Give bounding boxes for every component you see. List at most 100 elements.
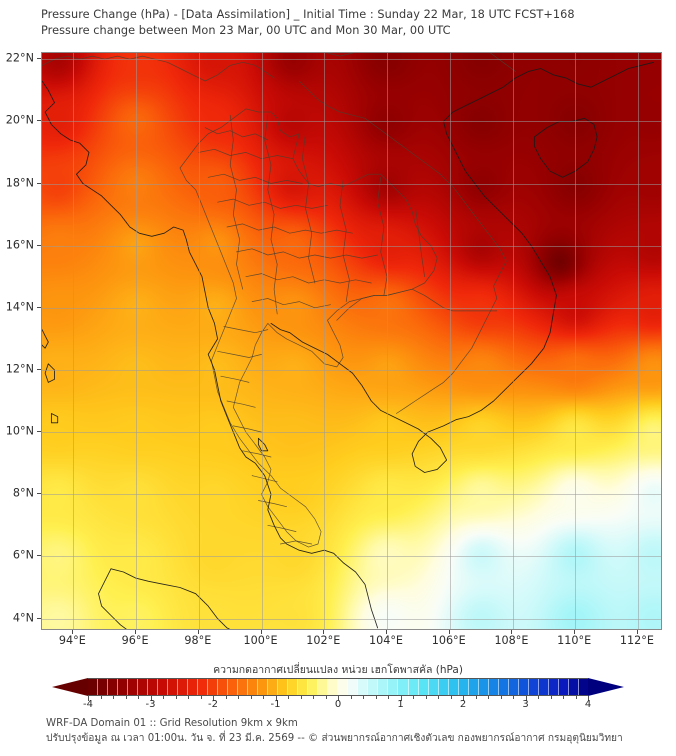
colorbar-minor-tick: [375, 696, 377, 699]
colorbar-segment: [528, 679, 539, 695]
colorbar-segment: [128, 679, 139, 695]
colorbar-segment: [188, 679, 199, 695]
colorbar-segment: [218, 679, 229, 695]
colorbar-minor-tick: [263, 696, 264, 699]
colorbar-minor-tick: [550, 696, 552, 699]
colorbar-tick-label: 1: [397, 699, 404, 710]
x-axis-label: 112°E: [619, 634, 654, 647]
colorbar-segment: [398, 679, 409, 695]
colorbar-segment: [438, 679, 449, 695]
colorbar-minor-tick: [325, 696, 327, 699]
chart-title-line-1: Pressure Change (hPa) - [Data Assimilati…: [41, 8, 575, 21]
colorbar-segment: [228, 679, 239, 695]
colorbar-minor-tick: [475, 696, 477, 699]
colorbar-minor-tick: [563, 696, 564, 699]
colorbar-major-tick: [463, 696, 464, 701]
y-axis-label: 12°N: [5, 362, 34, 376]
colorbar-segment: [388, 679, 399, 695]
gridline-vertical: [512, 53, 514, 629]
colorbar-minor-tick: [413, 696, 414, 699]
y-axis-label: 14°N: [5, 300, 34, 314]
colorbar-minor-tick: [175, 696, 177, 699]
colorbar-major-tick: [275, 696, 277, 701]
colorbar-minor-tick: [513, 696, 514, 699]
colorbar-segment: [208, 679, 219, 695]
colorbar-segment: [478, 679, 489, 695]
footer-line-2: ปรับปรุงข้อมูล ณ เวลา 01:00น. วัน จ. ที่…: [46, 733, 623, 744]
colorbar-minor-tick: [488, 696, 489, 699]
gridline-horizontal: [42, 183, 661, 185]
colorbar-minor-tick: [225, 696, 227, 699]
colorbar-segment: [298, 679, 309, 695]
colorbar-segment: [448, 679, 459, 695]
colorbar-segment: [348, 679, 359, 695]
gridline-horizontal: [42, 245, 661, 247]
colorbar-segment: [148, 679, 159, 695]
x-axis-tick: [574, 630, 576, 634]
x-axis-tick: [386, 630, 387, 634]
colorbar-segment: [258, 679, 269, 695]
x-axis-tick: [448, 630, 450, 634]
colorbar-minor-tick: [238, 696, 239, 699]
gridline-vertical: [136, 53, 138, 629]
colorbar-minor-tick: [113, 696, 114, 699]
colorbar-major-tick: [400, 696, 402, 701]
colorbar-minor-tick: [138, 696, 139, 699]
x-axis-label: 100°E: [243, 634, 278, 647]
colorbar-segment: [158, 679, 169, 695]
y-axis-tick: [37, 617, 41, 619]
colorbar-segment: [198, 679, 209, 695]
colorbar-segment: [308, 679, 319, 695]
colorbar-tick-label: 2: [459, 699, 467, 710]
colorbar-segment: [108, 679, 119, 695]
colorbar-segment: [408, 679, 419, 695]
colorbar-segment: [178, 679, 189, 695]
colorbar-segment: [278, 679, 289, 695]
footer-block: WRF-DA Domain 01 :: Grid Resolution 9km …: [46, 716, 666, 746]
y-axis-tick: [37, 306, 41, 308]
colorbar-segment: [418, 679, 429, 695]
colorbar-minor-tick: [438, 696, 439, 699]
map-plot-area: [41, 52, 662, 630]
colorbar-segment: [248, 679, 259, 695]
y-axis-label: 10°N: [5, 424, 34, 438]
colorbar-major-tick: [525, 696, 527, 701]
colorbar-segment: [118, 679, 129, 695]
x-axis-label: 102°E: [306, 634, 341, 647]
gridline-horizontal: [42, 307, 661, 309]
colorbar-major-tick: [88, 696, 89, 701]
colorbar-segment: [568, 679, 579, 695]
colorbar-tick-label: -2: [208, 699, 218, 710]
colorbar-segment: [378, 679, 389, 695]
colorbar-minor-tick: [388, 696, 389, 699]
x-axis-tick: [197, 630, 199, 634]
colorbar-minor-tick: [288, 696, 289, 699]
x-axis-tick: [636, 630, 638, 634]
x-axis-label: 96°E: [121, 634, 149, 647]
colorbar-minor-tick: [450, 696, 452, 699]
y-axis-label: 6°N: [12, 548, 34, 562]
colorbar-segment: [458, 679, 469, 695]
y-axis-tick: [37, 58, 41, 60]
gridline-vertical: [324, 53, 326, 629]
colorbar-segment: [138, 679, 149, 695]
colorbar-tick-label: -1: [270, 699, 281, 710]
x-axis-tick: [72, 630, 74, 634]
colorbar-segment: [288, 679, 299, 695]
colorbar-major-tick: [213, 696, 214, 701]
colorbar-tick-label: 4: [584, 699, 592, 710]
colorbar-segment: [518, 679, 529, 695]
colorbar-minor-tick: [100, 696, 102, 699]
colorbar-minor-tick: [425, 696, 427, 699]
y-axis-tick: [37, 244, 41, 246]
colorbar-minor-tick: [575, 696, 577, 699]
colorbar-tick-label: -3: [145, 699, 156, 710]
colorbar-segment: [428, 679, 439, 695]
colorbar-tick-label: 0: [334, 699, 342, 710]
colorbar-minor-tick: [200, 696, 202, 699]
colorbar-segment: [338, 679, 349, 695]
x-axis-tick: [511, 630, 513, 634]
colorbar-segment: [578, 679, 588, 695]
gridline-horizontal: [42, 370, 661, 371]
